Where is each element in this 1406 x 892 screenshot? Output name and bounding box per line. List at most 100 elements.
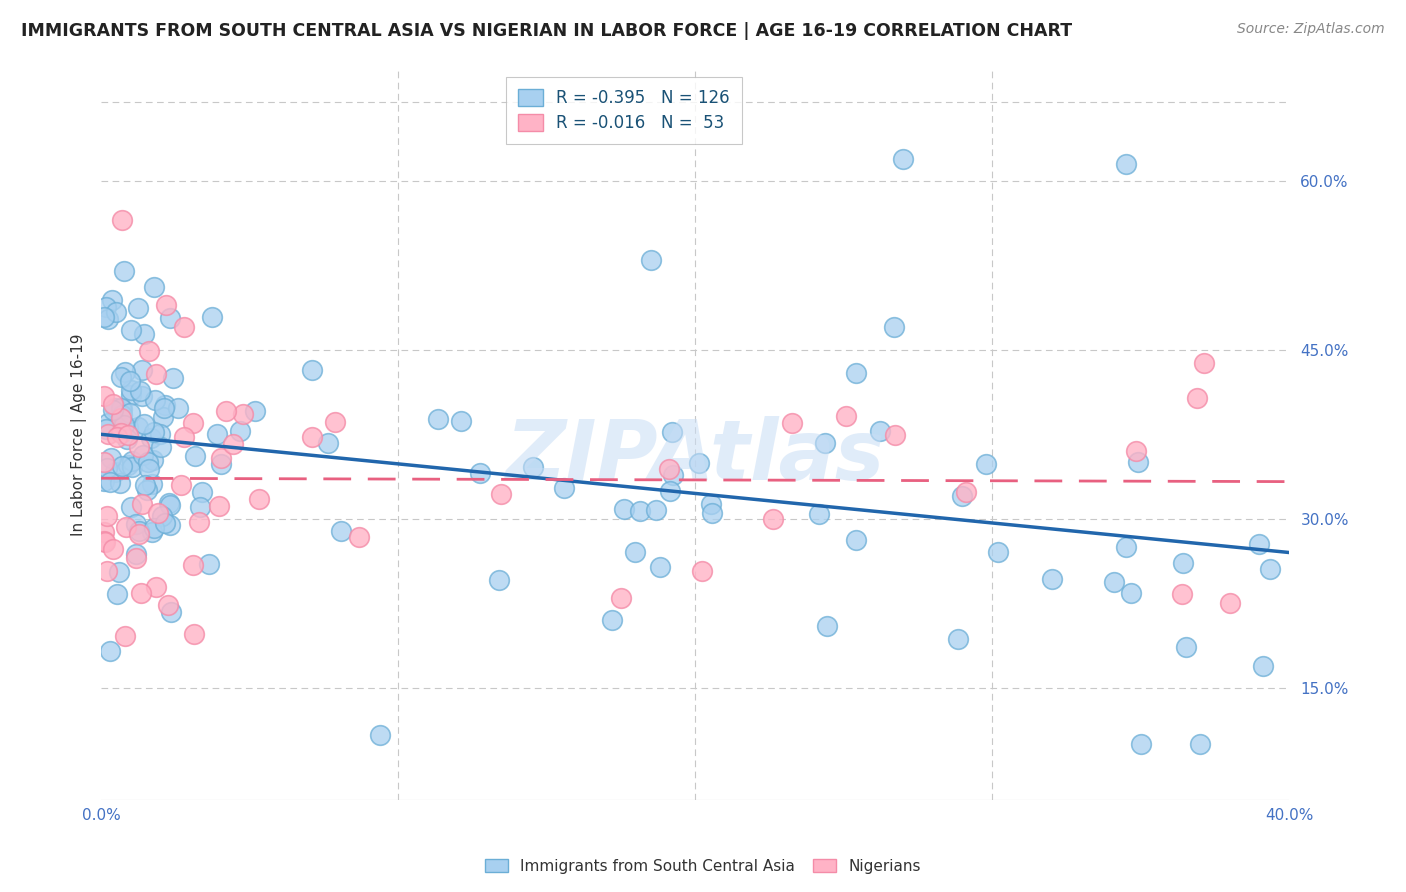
Point bbox=[143, 280, 166, 294]
Point bbox=[160, 605, 183, 619]
Point bbox=[208, 499, 231, 513]
Point bbox=[128, 440, 150, 454]
Point bbox=[426, 412, 449, 426]
Point bbox=[104, 401, 127, 416]
Point bbox=[215, 404, 238, 418]
Point bbox=[657, 462, 679, 476]
Point bbox=[128, 524, 150, 538]
Point bbox=[222, 437, 245, 451]
Point bbox=[1253, 659, 1275, 673]
Point bbox=[659, 483, 682, 498]
Point bbox=[450, 414, 472, 428]
Point bbox=[232, 407, 254, 421]
Point bbox=[301, 430, 323, 444]
Point bbox=[640, 252, 662, 267]
Point bbox=[115, 519, 138, 533]
Point bbox=[489, 487, 512, 501]
Point bbox=[111, 213, 134, 227]
Point bbox=[128, 526, 150, 541]
Point bbox=[780, 416, 803, 430]
Point bbox=[644, 503, 666, 517]
Point bbox=[135, 483, 157, 498]
Point bbox=[173, 320, 195, 334]
Point bbox=[98, 475, 121, 489]
Point bbox=[368, 728, 391, 742]
Point bbox=[93, 524, 115, 539]
Point bbox=[93, 475, 115, 489]
Point bbox=[138, 462, 160, 476]
Point bbox=[105, 430, 128, 444]
Point bbox=[110, 411, 132, 425]
Point bbox=[323, 415, 346, 429]
Point bbox=[145, 580, 167, 594]
Point bbox=[167, 401, 190, 415]
Point bbox=[131, 497, 153, 511]
Point bbox=[153, 516, 176, 531]
Point bbox=[105, 587, 128, 601]
Point bbox=[814, 435, 837, 450]
Point bbox=[187, 515, 209, 529]
Point bbox=[155, 298, 177, 312]
Point bbox=[891, 152, 914, 166]
Point bbox=[1129, 737, 1152, 751]
Point bbox=[96, 461, 118, 475]
Point bbox=[142, 425, 165, 439]
Point bbox=[110, 408, 132, 422]
Point bbox=[610, 591, 633, 605]
Point bbox=[162, 371, 184, 385]
Point bbox=[132, 326, 155, 341]
Point bbox=[129, 384, 152, 399]
Point bbox=[112, 418, 135, 433]
Y-axis label: In Labor Force | Age 16-19: In Labor Force | Age 16-19 bbox=[72, 333, 87, 535]
Point bbox=[181, 417, 204, 431]
Point bbox=[815, 619, 838, 633]
Point bbox=[159, 310, 181, 325]
Point bbox=[316, 435, 339, 450]
Point bbox=[1171, 587, 1194, 601]
Point bbox=[132, 448, 155, 462]
Point bbox=[105, 304, 128, 318]
Point bbox=[145, 367, 167, 381]
Point bbox=[136, 455, 159, 469]
Point bbox=[118, 374, 141, 388]
Point bbox=[114, 366, 136, 380]
Point bbox=[181, 558, 204, 573]
Point bbox=[883, 320, 905, 334]
Point bbox=[159, 518, 181, 533]
Point bbox=[183, 627, 205, 641]
Point bbox=[201, 310, 224, 324]
Point bbox=[149, 426, 172, 441]
Point bbox=[662, 467, 685, 482]
Point bbox=[112, 264, 135, 278]
Point bbox=[121, 453, 143, 467]
Point bbox=[884, 428, 907, 442]
Point bbox=[93, 455, 115, 469]
Point bbox=[110, 369, 132, 384]
Point bbox=[125, 516, 148, 531]
Point bbox=[97, 427, 120, 442]
Point bbox=[209, 451, 232, 466]
Legend: R = -0.395   N = 126, R = -0.016   N =  53: R = -0.395 N = 126, R = -0.016 N = 53 bbox=[506, 77, 741, 144]
Point bbox=[93, 533, 115, 548]
Point bbox=[101, 542, 124, 557]
Point bbox=[648, 560, 671, 574]
Point bbox=[104, 465, 127, 479]
Point bbox=[688, 456, 710, 470]
Point bbox=[118, 406, 141, 420]
Point bbox=[1189, 737, 1212, 751]
Point bbox=[101, 397, 124, 411]
Point bbox=[125, 547, 148, 561]
Point bbox=[228, 424, 250, 438]
Point bbox=[138, 343, 160, 358]
Point bbox=[131, 363, 153, 377]
Point bbox=[974, 457, 997, 471]
Point bbox=[127, 301, 149, 315]
Point bbox=[1171, 556, 1194, 570]
Point bbox=[96, 509, 118, 524]
Point bbox=[100, 644, 122, 658]
Point bbox=[150, 440, 173, 454]
Point bbox=[159, 498, 181, 512]
Text: ZIPAtlas: ZIPAtlas bbox=[506, 416, 884, 497]
Point bbox=[762, 512, 785, 526]
Point bbox=[205, 427, 228, 442]
